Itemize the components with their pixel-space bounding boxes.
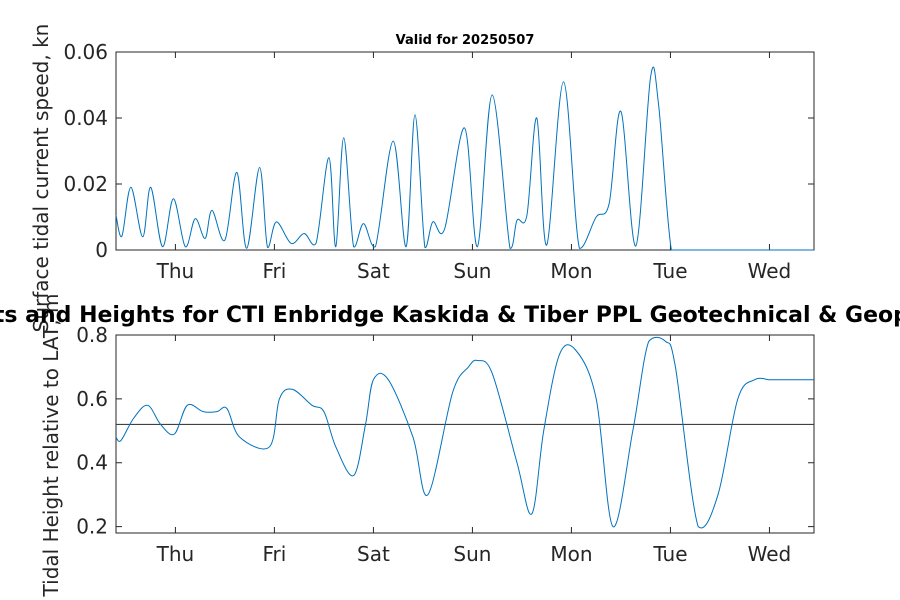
x-tick-label: Thu bbox=[156, 542, 195, 566]
y-tick-label: 0.2 bbox=[76, 515, 108, 539]
y-tick-label: 0 bbox=[95, 238, 108, 262]
y-tick-label: 0.4 bbox=[76, 451, 108, 475]
top-y-ticks: 0 0.02 0.04 0.06 bbox=[63, 40, 814, 262]
x-tick-label: Thu bbox=[156, 259, 195, 283]
x-tick-label: Sun bbox=[453, 259, 491, 283]
bottom-axes: 0.2 0.4 0.6 0.8 Thu Fri Sat Sun Mon Tue Wed Tidal… bbox=[39, 294, 815, 598]
x-tick-label: Sat bbox=[357, 542, 390, 566]
top-axes-box bbox=[115, 51, 815, 251]
current-speed-series-line bbox=[115, 66, 814, 251]
y-tick-label: 0.06 bbox=[63, 40, 108, 64]
x-tick-label: Mon bbox=[550, 542, 592, 566]
x-tick-label: Mon bbox=[550, 259, 592, 283]
x-tick-label: Wed bbox=[748, 259, 792, 283]
top-x-ticks: Thu Fri Sat Sun Mon Tue Wed bbox=[156, 52, 792, 283]
y-tick-label: 0.6 bbox=[76, 387, 108, 411]
x-tick-label: Fri bbox=[262, 259, 286, 283]
top-y-axis-label: Surface tidal current speed, kn bbox=[29, 24, 53, 333]
x-tick-label: Tue bbox=[652, 259, 687, 283]
bottom-y-axis-label: Tidal Height relative to LAT, m bbox=[39, 294, 63, 598]
x-tick-label: Fri bbox=[262, 542, 286, 566]
tidal-height-series-line bbox=[115, 336, 814, 529]
y-tick-label: 0.8 bbox=[76, 323, 108, 347]
y-tick-label: 0.02 bbox=[63, 172, 108, 196]
bottom-x-ticks: Thu Fri Sat Sun Mon Tue Wed bbox=[156, 335, 792, 566]
x-tick-label: Sun bbox=[453, 542, 491, 566]
x-tick-label: Wed bbox=[748, 542, 792, 566]
figure-main-title: Tidal Currents and Heights for CTI Enbri… bbox=[0, 303, 900, 328]
bottom-axes-box bbox=[115, 334, 815, 534]
x-tick-label: Sat bbox=[357, 259, 390, 283]
top-chart-title: Valid for 20250507 bbox=[396, 33, 535, 48]
y-tick-label: 0.04 bbox=[63, 106, 108, 130]
top-axes: Valid for 20250507 0 0.02 0.04 0.06 Thu Fri S… bbox=[29, 24, 815, 333]
x-tick-label: Tue bbox=[652, 542, 687, 566]
bottom-y-ticks: 0.2 0.4 0.6 0.8 bbox=[76, 323, 814, 539]
